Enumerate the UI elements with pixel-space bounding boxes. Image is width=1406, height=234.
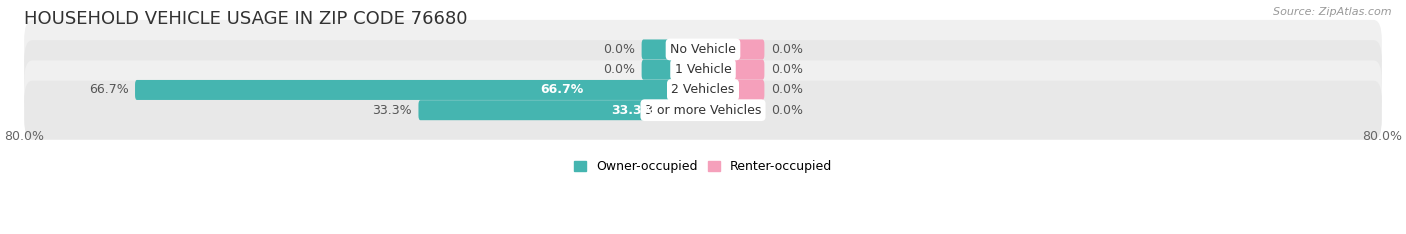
- FancyBboxPatch shape: [702, 100, 765, 120]
- Text: 1 Vehicle: 1 Vehicle: [675, 63, 731, 76]
- FancyBboxPatch shape: [135, 80, 704, 100]
- Text: 3 or more Vehicles: 3 or more Vehicles: [645, 104, 761, 117]
- Text: HOUSEHOLD VEHICLE USAGE IN ZIP CODE 76680: HOUSEHOLD VEHICLE USAGE IN ZIP CODE 7668…: [24, 10, 468, 28]
- Text: Source: ZipAtlas.com: Source: ZipAtlas.com: [1274, 7, 1392, 17]
- FancyBboxPatch shape: [24, 60, 1382, 120]
- FancyBboxPatch shape: [641, 40, 704, 59]
- FancyBboxPatch shape: [24, 40, 1382, 99]
- FancyBboxPatch shape: [419, 100, 704, 120]
- FancyBboxPatch shape: [702, 80, 765, 100]
- FancyBboxPatch shape: [702, 40, 765, 59]
- FancyBboxPatch shape: [702, 60, 765, 80]
- FancyBboxPatch shape: [24, 20, 1382, 79]
- Text: 0.0%: 0.0%: [770, 43, 803, 56]
- Text: No Vehicle: No Vehicle: [671, 43, 735, 56]
- FancyBboxPatch shape: [24, 81, 1382, 140]
- Text: 2 Vehicles: 2 Vehicles: [672, 84, 734, 96]
- Text: 0.0%: 0.0%: [603, 63, 636, 76]
- Text: 0.0%: 0.0%: [770, 84, 803, 96]
- Text: 33.3%: 33.3%: [610, 104, 654, 117]
- Text: 66.7%: 66.7%: [89, 84, 128, 96]
- Legend: Owner-occupied, Renter-occupied: Owner-occupied, Renter-occupied: [574, 160, 832, 173]
- Text: 66.7%: 66.7%: [540, 84, 583, 96]
- Text: 33.3%: 33.3%: [373, 104, 412, 117]
- Text: 0.0%: 0.0%: [770, 104, 803, 117]
- FancyBboxPatch shape: [641, 60, 704, 80]
- Text: 0.0%: 0.0%: [603, 43, 636, 56]
- Text: 0.0%: 0.0%: [770, 63, 803, 76]
